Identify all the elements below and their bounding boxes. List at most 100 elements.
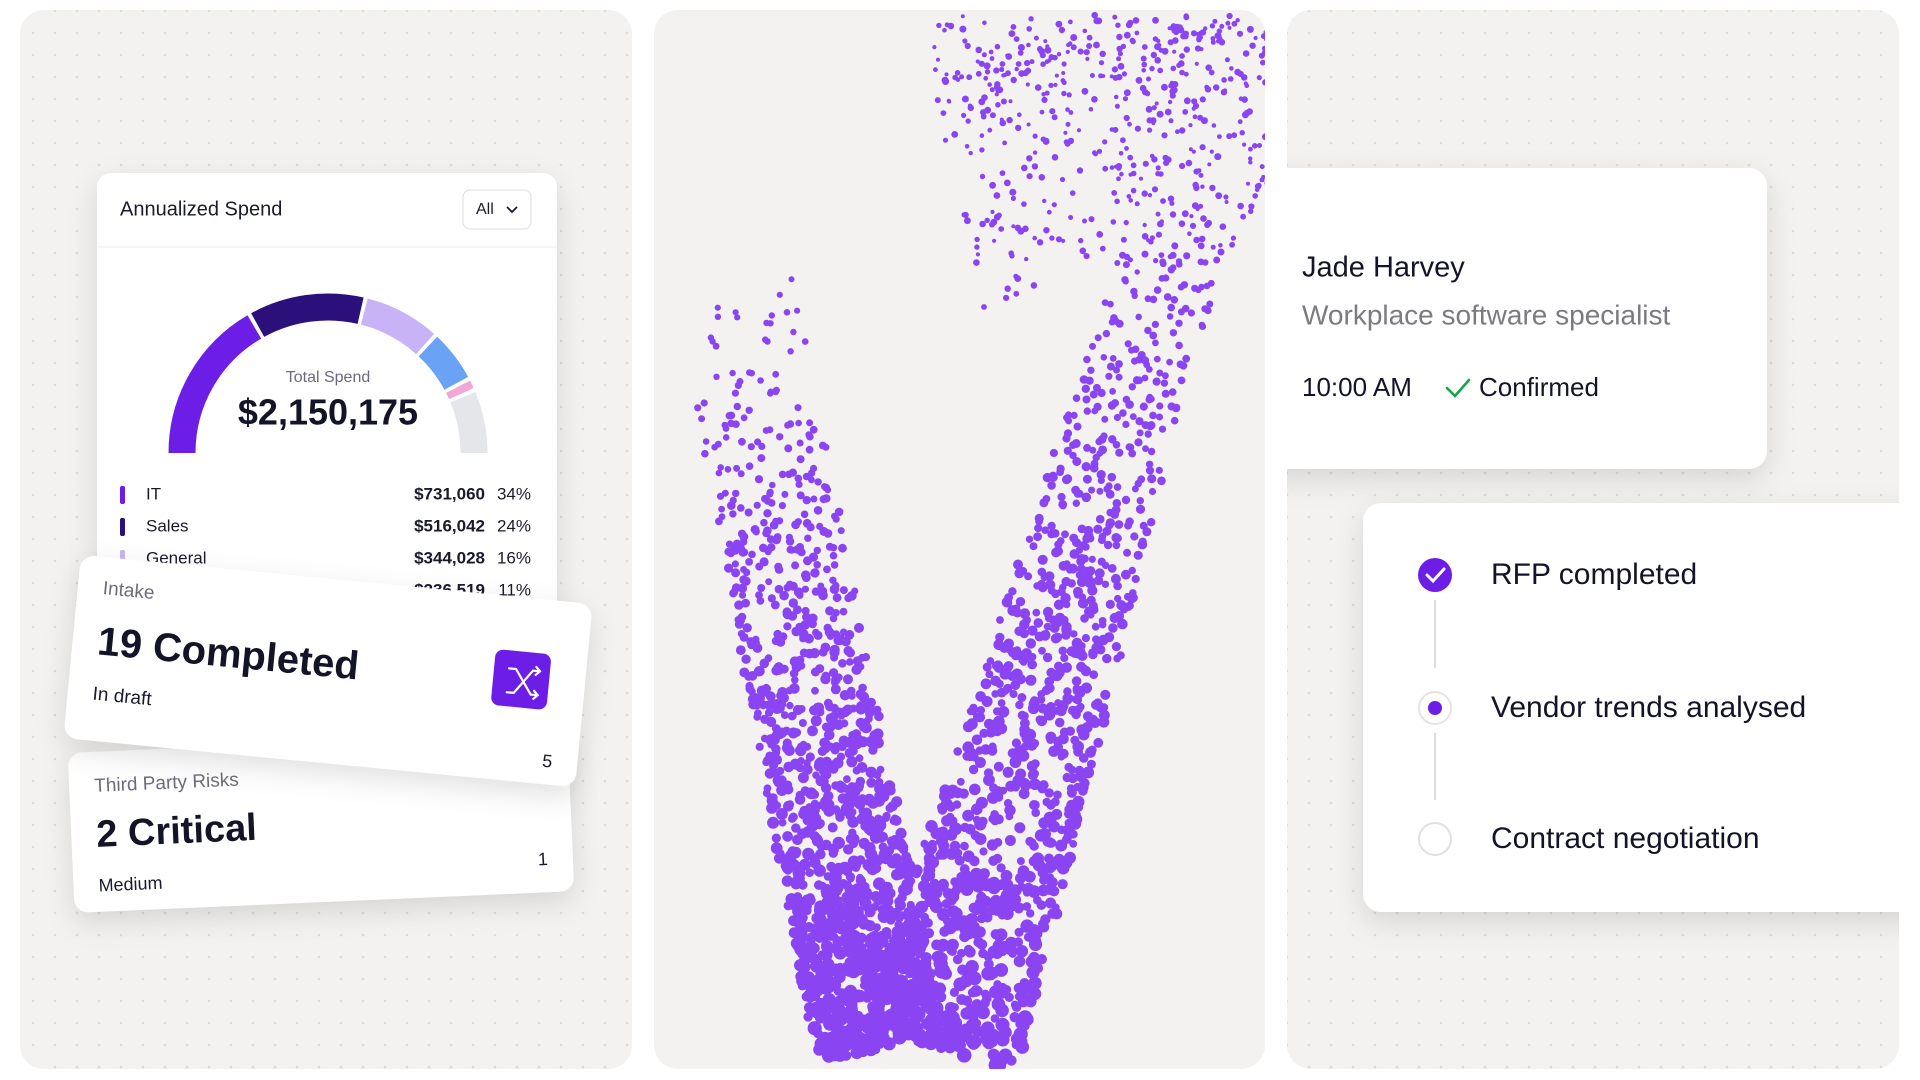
particle: [1097, 388, 1106, 398]
particle: [1169, 211, 1177, 218]
particle: [1027, 659, 1037, 670]
particle: [733, 402, 741, 411]
particle: [1078, 785, 1088, 796]
particle: [1128, 449, 1137, 458]
particle: [1229, 241, 1235, 248]
particle: [960, 14, 965, 19]
particle: [813, 760, 826, 772]
particle: [1098, 445, 1107, 455]
particle: [1102, 329, 1111, 338]
particle: [1000, 889, 1014, 902]
particle: [855, 689, 866, 700]
particle: [813, 904, 827, 917]
particle: [802, 496, 811, 505]
particle: [1063, 446, 1072, 455]
particle: [753, 501, 761, 509]
particle: [1058, 26, 1066, 34]
particle: [783, 780, 793, 790]
particle: [1141, 250, 1149, 258]
particle: [1262, 133, 1265, 141]
particle: [995, 102, 1001, 108]
particle: [788, 468, 798, 477]
particle: [1261, 12, 1265, 19]
particle: [1253, 35, 1258, 41]
particle: [1170, 416, 1179, 425]
particle: [962, 751, 972, 761]
particle: [1057, 492, 1066, 502]
particle: [1120, 137, 1126, 144]
row-share: 24%: [497, 516, 531, 535]
particle: [1123, 31, 1131, 39]
particle: [1007, 605, 1019, 616]
particle: [1160, 83, 1168, 91]
particle: [1049, 448, 1058, 458]
particle: [870, 854, 883, 867]
particle: [839, 706, 851, 718]
particle: [968, 1035, 982, 1049]
particle: [1096, 148, 1103, 154]
particle: [982, 662, 992, 672]
particle: [833, 995, 846, 1008]
particle: [1171, 86, 1178, 94]
particle: [1147, 395, 1155, 403]
particle: [1167, 195, 1175, 202]
particle: [1070, 630, 1078, 638]
particle: [1063, 687, 1072, 696]
particle: [738, 591, 747, 599]
particle: [1028, 935, 1042, 948]
particle: [1002, 766, 1014, 778]
shuffle-button[interactable]: [491, 649, 552, 710]
particle: [839, 861, 851, 874]
particle: [794, 404, 802, 412]
particle: [1058, 646, 1068, 656]
particle: [1073, 695, 1083, 705]
particle: [918, 1032, 927, 1041]
particle: [834, 809, 843, 817]
particle: [1043, 137, 1050, 144]
particle: [1167, 303, 1175, 312]
particle: [969, 783, 981, 796]
particle: [844, 799, 856, 810]
particle: [1209, 23, 1216, 29]
particle: [1076, 167, 1084, 174]
particle: [975, 252, 981, 257]
particle: [1166, 313, 1174, 320]
particle: [993, 213, 1001, 221]
particle: [963, 944, 974, 955]
particle: [1028, 987, 1042, 1001]
particle: [995, 1030, 1008, 1043]
particle: [810, 568, 820, 578]
filter-dropdown[interactable]: All: [462, 189, 532, 230]
particle: [1014, 903, 1024, 914]
particle: [1006, 116, 1013, 124]
particle: [846, 658, 854, 666]
particle: [1266, 220, 1270, 224]
particle: [1126, 194, 1132, 199]
particle: [799, 954, 810, 966]
particle: [1052, 632, 1063, 642]
particle: [1065, 121, 1071, 127]
particle: [1105, 482, 1113, 490]
particle: [1049, 235, 1055, 241]
particle: [1046, 702, 1056, 712]
particle: [1081, 492, 1092, 503]
particle: [981, 1023, 992, 1035]
particle: [1097, 435, 1107, 444]
particle: [1107, 564, 1117, 573]
particle: [694, 404, 702, 412]
particle: [1142, 527, 1152, 537]
particle: [732, 309, 739, 316]
particle: [1029, 542, 1038, 551]
particle: [1107, 300, 1114, 308]
particle: [1047, 481, 1056, 490]
particle: [1033, 895, 1042, 905]
particle: [788, 598, 798, 608]
particle: [1040, 61, 1046, 67]
particle: [858, 893, 871, 906]
particle: [844, 916, 857, 929]
particle: [800, 786, 810, 796]
particle: [1061, 621, 1072, 632]
particle: [1129, 593, 1138, 602]
particle: [1072, 499, 1081, 507]
